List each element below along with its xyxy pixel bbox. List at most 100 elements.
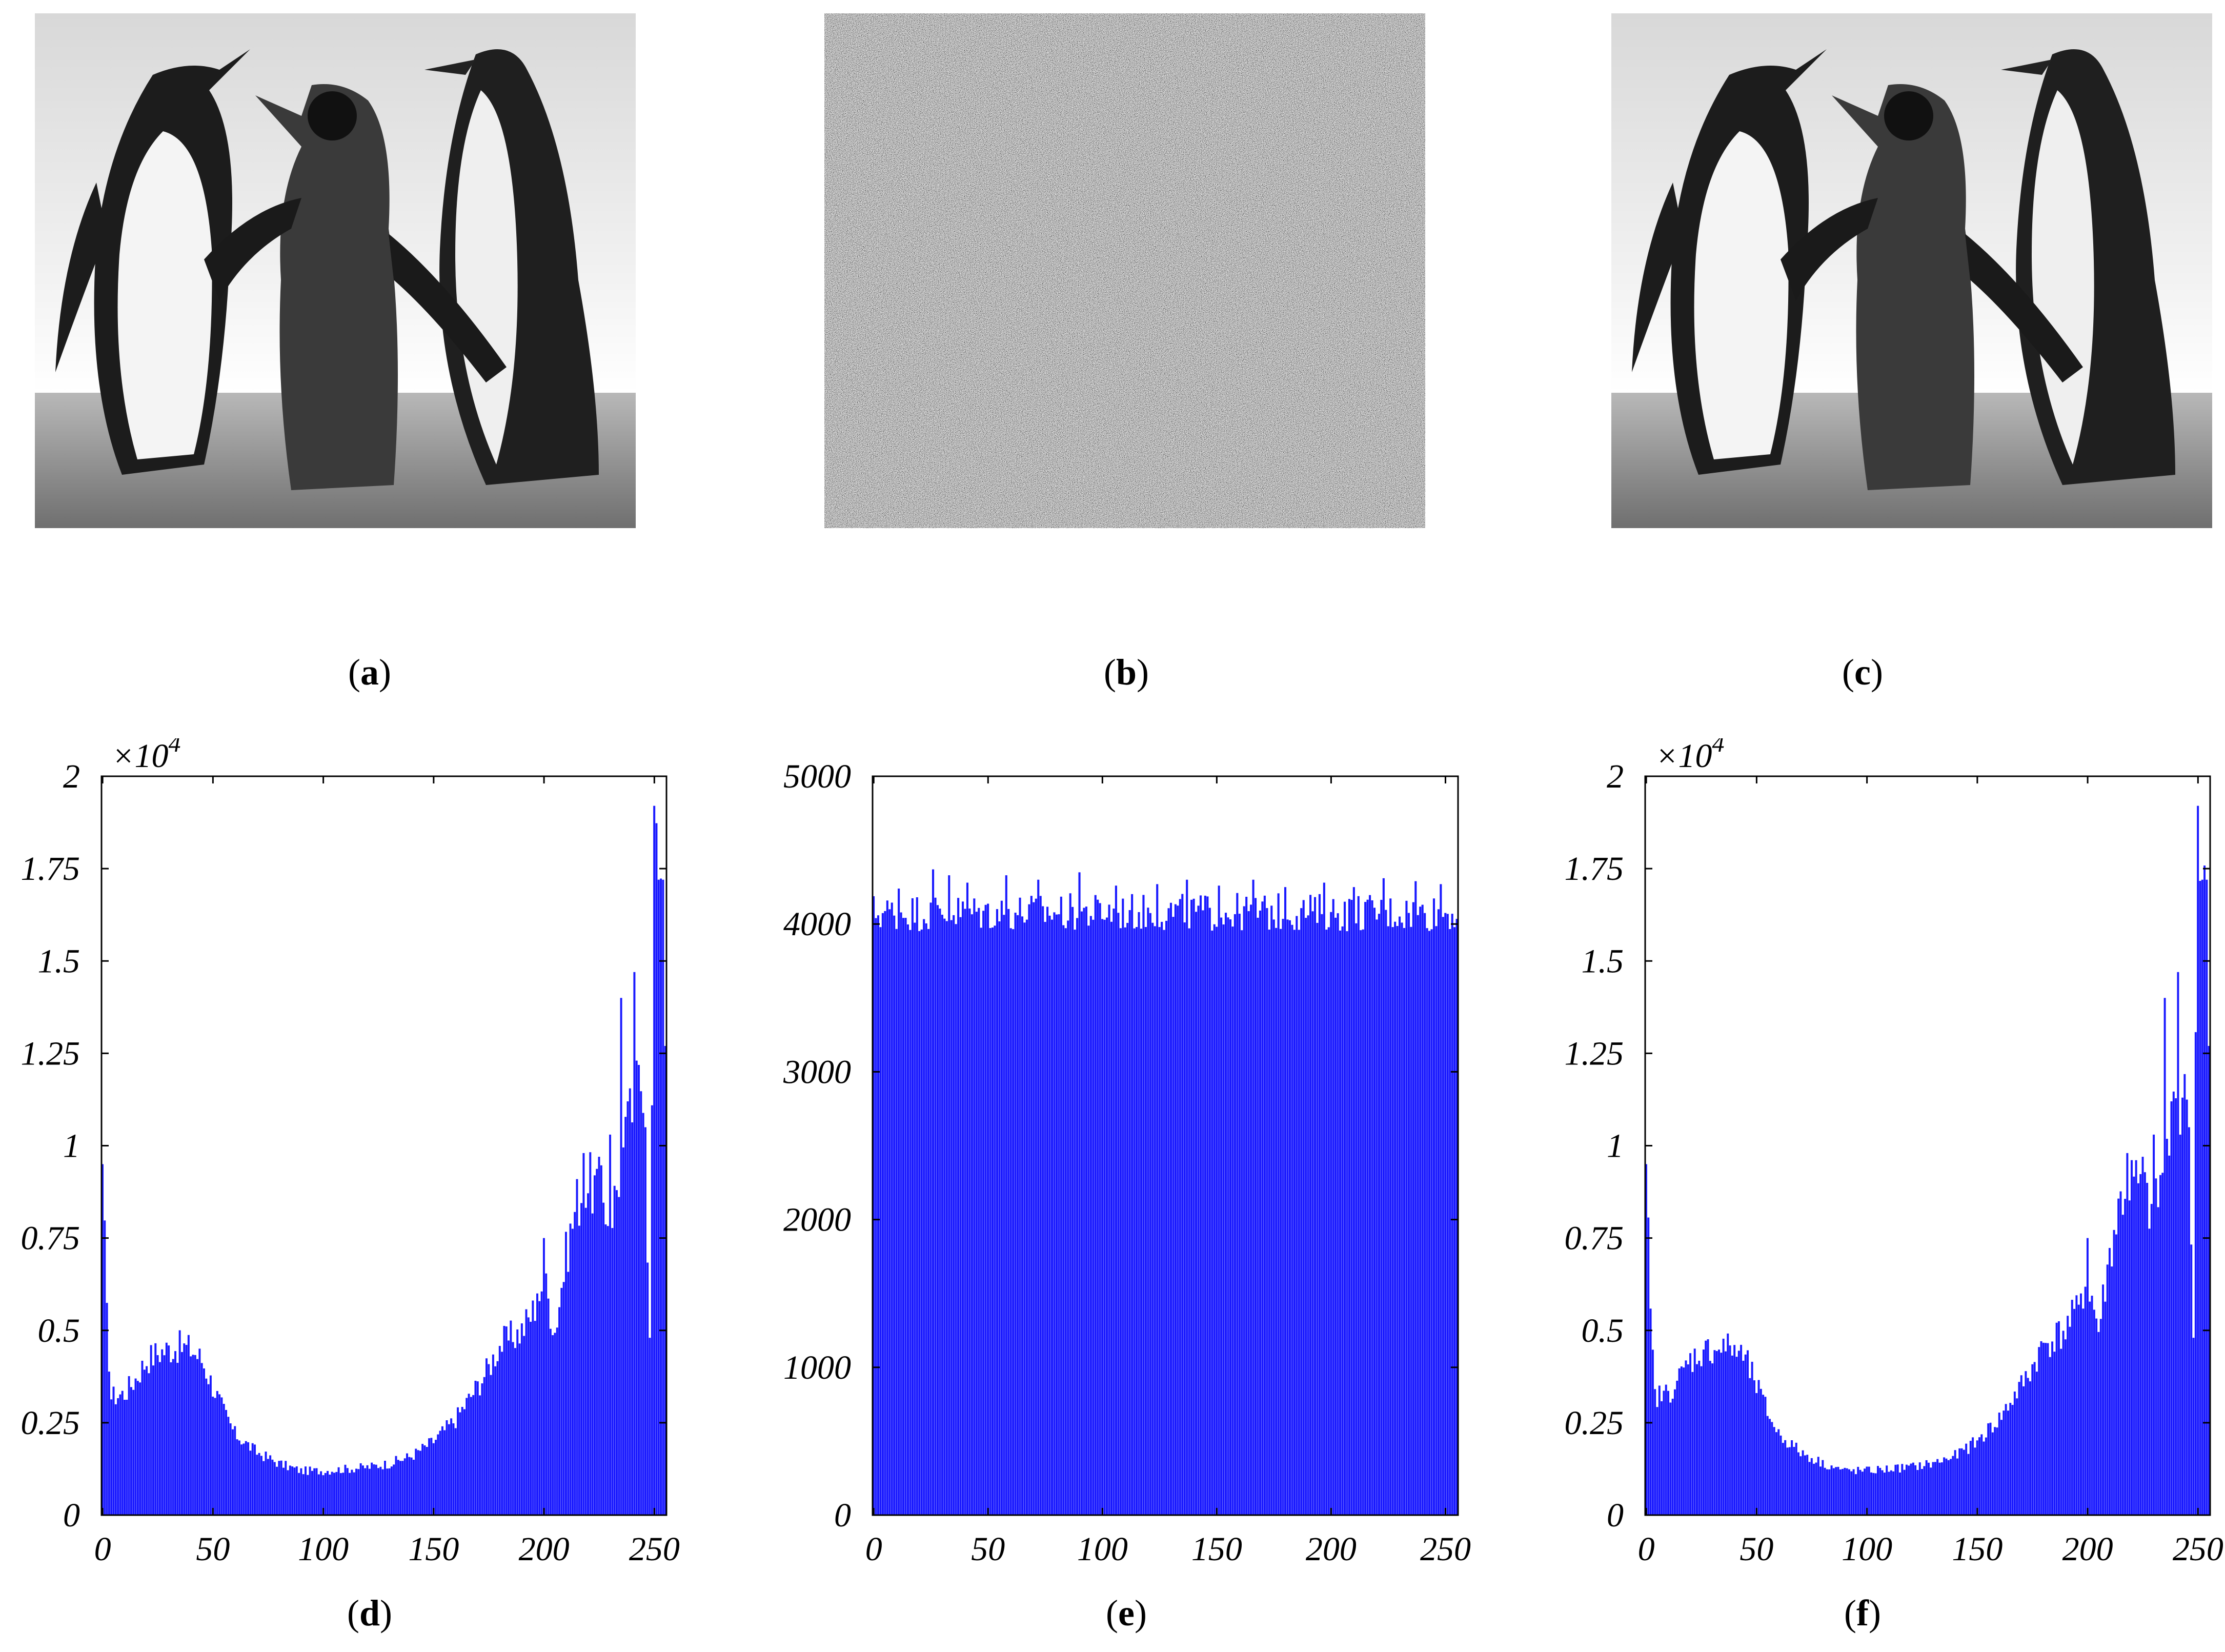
histogram-bar	[1060, 896, 1062, 1515]
histogram-bar	[939, 909, 941, 1515]
histogram-bar	[2040, 1341, 2042, 1515]
histogram-bar	[353, 1472, 355, 1515]
histogram-bar	[156, 1355, 159, 1515]
histogram-bar	[309, 1466, 311, 1515]
histogram-bar	[1282, 919, 1284, 1515]
histogram-bar	[1394, 921, 1397, 1515]
y-tick-label: 1.5	[1582, 942, 1624, 980]
histogram-bar	[1832, 1468, 1835, 1515]
histogram-bar	[968, 908, 971, 1515]
histogram-bar	[1735, 1357, 1738, 1515]
histogram-bar	[479, 1395, 481, 1515]
histogram-bar	[1888, 1472, 1890, 1515]
histogram-bar	[987, 903, 989, 1515]
histogram-bar	[1707, 1339, 1709, 1515]
histogram-bar	[1421, 904, 1424, 1515]
histogram-bar	[1053, 912, 1056, 1515]
histogram-bar	[1165, 920, 1168, 1515]
histogram-bar	[468, 1394, 470, 1515]
histogram-bar	[1972, 1437, 1974, 1515]
histogram-bar	[152, 1365, 154, 1515]
histogram-bar	[980, 928, 982, 1515]
y-axis-multiplier: ×104	[112, 738, 181, 775]
histogram-bar	[1380, 900, 1383, 1515]
histogram-bar	[1046, 906, 1049, 1515]
histogram-bar	[512, 1342, 514, 1515]
histogram-bar	[311, 1470, 313, 1515]
histogram-bar	[1912, 1462, 1914, 1515]
histogram-bar	[234, 1426, 236, 1515]
histogram-bar	[2194, 1032, 2197, 1515]
histogram-bar	[2018, 1382, 2020, 1515]
histogram-bar	[2038, 1347, 2040, 1515]
histogram-bar	[1817, 1457, 1819, 1515]
histogram-bar	[1296, 916, 1298, 1515]
histogram-bar	[2047, 1343, 2049, 1515]
histogram-bar	[1667, 1391, 1670, 1515]
histogram-bar	[1872, 1473, 1875, 1515]
histogram-bar	[174, 1351, 177, 1515]
histogram-bar	[2055, 1322, 2058, 1515]
histogram-bar	[1179, 899, 1181, 1515]
histogram-bar	[1989, 1422, 1992, 1515]
histogram-bar	[1286, 919, 1289, 1515]
histogram-bar	[377, 1468, 380, 1515]
histogram-bar	[203, 1368, 205, 1515]
histogram-bar	[496, 1361, 499, 1515]
histogram-bar	[1142, 895, 1145, 1515]
histogram-bar	[1647, 1217, 1650, 1515]
histogram-bar	[1399, 916, 1401, 1515]
y-tick-label: 2	[1607, 758, 1624, 795]
histogram-bar	[305, 1466, 307, 1515]
histogram-bar	[136, 1381, 139, 1515]
y-tick-label: 0.25	[21, 1404, 80, 1442]
histogram-bar	[439, 1431, 441, 1515]
histogram-bar	[1357, 896, 1360, 1515]
histogram-bar	[1899, 1472, 1901, 1515]
histogram-bar	[163, 1355, 166, 1515]
histogram-bar	[1288, 920, 1291, 1515]
histogram-bar	[943, 918, 946, 1515]
histogram-bar	[578, 1225, 580, 1515]
histogram-bar	[2111, 1266, 2113, 1515]
histogram-bar	[2133, 1176, 2135, 1515]
histogram-bar	[1151, 922, 1154, 1515]
histogram-bar	[267, 1459, 269, 1515]
histogram-bar	[1983, 1441, 1985, 1515]
histogram-bar	[448, 1424, 450, 1515]
histogram-bar	[520, 1323, 523, 1515]
histogram-bar	[331, 1472, 333, 1515]
histogram-bar	[1813, 1463, 1815, 1515]
histogram-bar	[1108, 904, 1110, 1515]
histogram-bar	[1124, 927, 1126, 1515]
histogram-bar	[2153, 1134, 2155, 1515]
histogram-bar	[1017, 915, 1019, 1515]
histogram-bar	[1261, 901, 1264, 1515]
histogram-bar	[1987, 1423, 1990, 1515]
histogram-bar	[1064, 928, 1067, 1515]
histogram-bar	[139, 1382, 141, 1515]
histogram-bar	[562, 1282, 565, 1515]
histogram-bar	[1954, 1450, 1956, 1515]
histogram-bar	[1950, 1459, 1952, 1515]
histogram-bar	[1181, 894, 1184, 1515]
histogram-bar	[150, 1345, 152, 1515]
histogram-bar	[172, 1359, 174, 1515]
histogram-bar	[403, 1458, 406, 1515]
histogram-bar	[245, 1441, 247, 1515]
histogram-bar	[516, 1329, 519, 1515]
histogram-bar	[1025, 919, 1028, 1515]
histogram-bar	[1733, 1345, 1736, 1515]
histogram-bar	[545, 1273, 548, 1515]
histogram-bar	[1097, 899, 1099, 1515]
histogram-bar	[412, 1459, 415, 1515]
histogram-bar	[1852, 1469, 1855, 1515]
histogram-bar	[898, 889, 900, 1515]
histogram-bar	[1233, 914, 1236, 1515]
histogram-bar	[357, 1469, 360, 1515]
histogram-bar	[615, 1190, 618, 1515]
histogram-bar	[1044, 922, 1046, 1515]
histogram-bar	[280, 1460, 282, 1515]
histogram-bar	[1360, 930, 1362, 1515]
histogram-bar	[611, 1228, 614, 1515]
